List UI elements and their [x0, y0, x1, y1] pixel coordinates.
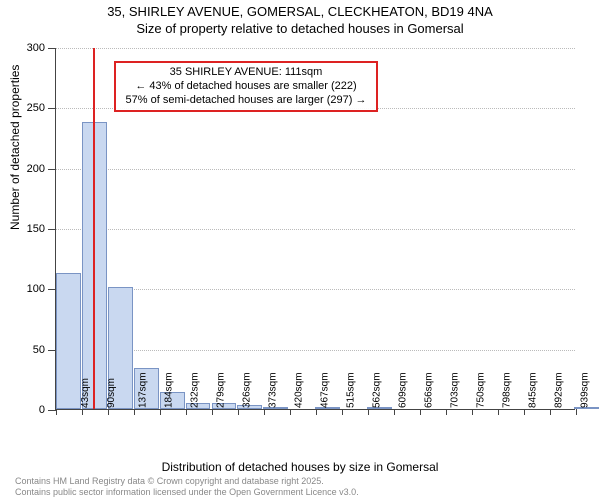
- grid-line: [56, 350, 575, 351]
- y-tick: [48, 289, 56, 290]
- x-tick-label: 845sqm: [528, 372, 539, 408]
- x-tick: [290, 409, 291, 415]
- plot-area: 05010015020025030043sqm90sqm137sqm184sqm…: [55, 48, 575, 410]
- x-tick: [394, 409, 395, 415]
- x-tick-label: 279sqm: [216, 372, 227, 408]
- x-tick-label: 420sqm: [293, 372, 304, 408]
- y-tick: [48, 350, 56, 351]
- x-tick: [342, 409, 343, 415]
- y-tick: [48, 48, 56, 49]
- x-tick: [368, 409, 369, 415]
- histogram-bar: [56, 273, 81, 409]
- x-tick: [56, 409, 57, 415]
- x-axis-title: Distribution of detached houses by size …: [0, 460, 600, 474]
- x-tick: [576, 409, 577, 415]
- x-tick: [186, 409, 187, 415]
- x-tick-label: 562sqm: [372, 372, 383, 408]
- grid-line: [56, 48, 575, 49]
- x-tick-label: 90sqm: [106, 378, 117, 408]
- y-tick-label: 0: [5, 404, 45, 416]
- annotation-line: 57% of semi-detached houses are larger (…: [122, 94, 370, 108]
- y-tick-label: 50: [5, 344, 45, 356]
- x-tick-label: 137sqm: [137, 372, 148, 408]
- x-tick: [134, 409, 135, 415]
- x-tick: [160, 409, 161, 415]
- x-tick: [212, 409, 213, 415]
- x-tick-label: 656sqm: [424, 372, 435, 408]
- annotation-line: ← 43% of detached houses are smaller (22…: [122, 80, 370, 94]
- x-tick-label: 326sqm: [242, 372, 253, 408]
- y-tick-label: 200: [5, 163, 45, 175]
- x-tick: [238, 409, 239, 415]
- y-tick: [48, 229, 56, 230]
- title-line1: 35, SHIRLEY AVENUE, GOMERSAL, CLECKHEATO…: [0, 4, 600, 21]
- annotation-line: 35 SHIRLEY AVENUE: 111sqm: [122, 66, 370, 80]
- x-tick: [316, 409, 317, 415]
- grid-line: [56, 229, 575, 230]
- x-tick-label: 703sqm: [450, 372, 461, 408]
- property-marker-line: [93, 48, 95, 409]
- footer-line1: Contains HM Land Registry data © Crown c…: [15, 476, 359, 487]
- y-tick-label: 100: [5, 283, 45, 295]
- x-tick: [524, 409, 525, 415]
- x-tick-label: 939sqm: [580, 372, 591, 408]
- x-tick-label: 750sqm: [475, 372, 486, 408]
- annotation-box: 35 SHIRLEY AVENUE: 111sqm← 43% of detach…: [114, 61, 378, 112]
- x-tick-label: 184sqm: [163, 372, 174, 408]
- x-tick: [82, 409, 83, 415]
- x-tick-label: 43sqm: [80, 378, 91, 408]
- grid-line: [56, 169, 575, 170]
- title-line2: Size of property relative to detached ho…: [0, 21, 600, 38]
- x-tick-label: 798sqm: [502, 372, 513, 408]
- x-tick-label: 515sqm: [346, 372, 357, 408]
- y-tick-label: 150: [5, 223, 45, 235]
- y-axis-title: Number of detached properties: [8, 65, 22, 230]
- y-tick: [48, 169, 56, 170]
- x-tick: [108, 409, 109, 415]
- x-tick-label: 232sqm: [190, 372, 201, 408]
- x-tick-label: 467sqm: [319, 372, 330, 408]
- x-tick-label: 373sqm: [268, 372, 279, 408]
- x-tick-label: 892sqm: [554, 372, 565, 408]
- chart-title: 35, SHIRLEY AVENUE, GOMERSAL, CLECKHEATO…: [0, 0, 600, 38]
- x-tick: [550, 409, 551, 415]
- footer-line2: Contains public sector information licen…: [15, 487, 359, 498]
- y-tick-label: 300: [5, 42, 45, 54]
- grid-line: [56, 289, 575, 290]
- y-tick: [48, 108, 56, 109]
- y-tick: [48, 410, 56, 411]
- x-tick: [472, 409, 473, 415]
- x-tick: [446, 409, 447, 415]
- y-tick-label: 250: [5, 102, 45, 114]
- x-tick: [498, 409, 499, 415]
- x-tick: [420, 409, 421, 415]
- x-tick-label: 609sqm: [398, 372, 409, 408]
- x-tick: [264, 409, 265, 415]
- footer-attribution: Contains HM Land Registry data © Crown c…: [15, 476, 359, 498]
